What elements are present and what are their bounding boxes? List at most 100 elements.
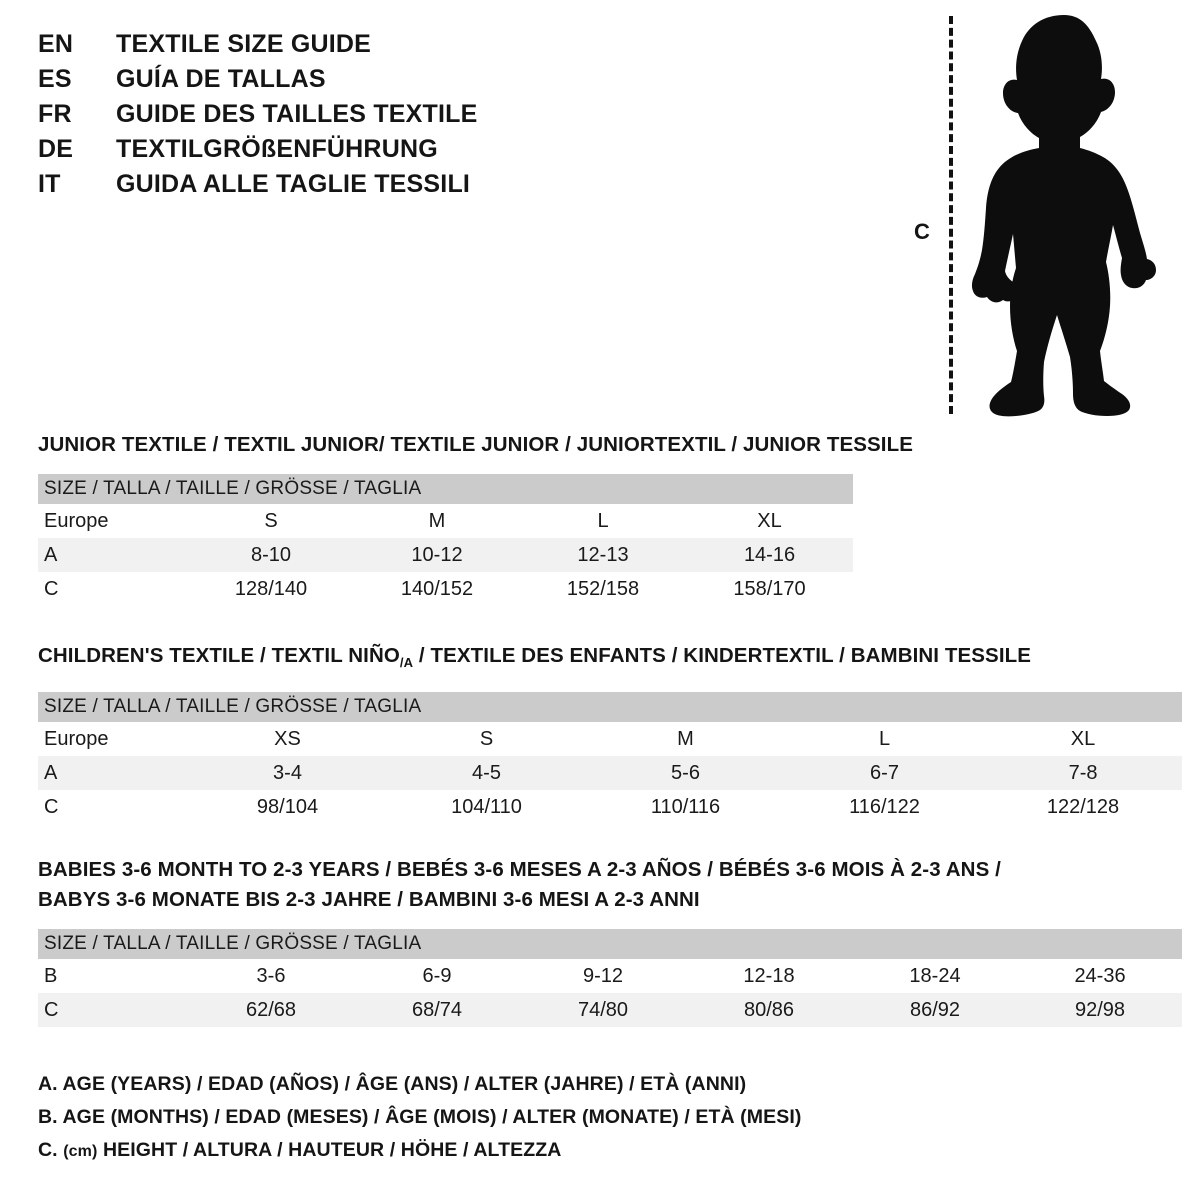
height-measure-label: C — [914, 219, 930, 244]
cell-size: M — [586, 722, 785, 757]
language-title-fr: GUIDE DES TAILLES TEXTILE — [116, 100, 478, 128]
table-row: C 128/140 140/152 152/158 158/170 — [38, 572, 854, 606]
cell-height: 122/128 — [984, 790, 1183, 825]
toddler-silhouette-icon — [971, 15, 1156, 417]
row-label-europe: Europe — [38, 722, 188, 757]
table-babies-textile: SIZE / TALLA / TAILLE / GRÖSSE / TAGLIA … — [38, 929, 1183, 1027]
cell-height: 110/116 — [586, 790, 785, 825]
legend-line-c-unit: (cm) — [63, 1143, 98, 1160]
table-header-bar-label: SIZE / TALLA / TAILLE / GRÖSSE / TAGLIA — [38, 929, 1183, 959]
section-title-junior: JUNIOR TEXTILE / TEXTIL JUNIOR/ TEXTILE … — [38, 433, 913, 456]
cell-height: 104/110 — [387, 790, 586, 825]
cell-months: 12-18 — [686, 959, 852, 993]
cell-age: 8-10 — [188, 538, 354, 572]
cell-age: 3-4 — [188, 756, 387, 791]
cell-age: 12-13 — [520, 538, 686, 572]
table-children-textile: SIZE / TALLA / TAILLE / GRÖSSE / TAGLIA … — [38, 692, 1183, 825]
section-title-babies-line2: BABYS 3-6 MONATE BIS 2-3 JAHRE / BAMBINI… — [38, 888, 700, 911]
table-header-bar-babies: SIZE / TALLA / TAILLE / GRÖSSE / TAGLIA — [38, 929, 1183, 959]
legend-line-c-rest: HEIGHT / ALTURA / HAUTEUR / HÖHE / ALTEZ… — [102, 1139, 562, 1161]
cell-height: 140/152 — [354, 572, 520, 606]
cell-months: 3-6 — [188, 959, 354, 993]
row-label-c: C — [38, 790, 188, 825]
legend-line-c-prefix: C. — [38, 1139, 58, 1161]
cell-months: 18-24 — [852, 959, 1018, 993]
section-title-children-main: CHILDREN'S TEXTILE / TEXTIL NIÑO — [38, 644, 400, 667]
language-row-fr: FR GUIDE DES TAILLES TEXTILE — [38, 100, 598, 135]
table-row: A 8-10 10-12 12-13 14-16 — [38, 538, 854, 572]
cell-age: 6-7 — [785, 756, 984, 791]
language-code-it: IT — [38, 170, 61, 198]
cell-age: 10-12 — [354, 538, 520, 572]
cell-size: XS — [188, 722, 387, 757]
cell-age: 5-6 — [586, 756, 785, 791]
language-row-it: IT GUIDA ALLE TAGLIE TESSILI — [38, 170, 598, 205]
legend-line-a: A. AGE (YEARS) / EDAD (AÑOS) / ÂGE (ANS)… — [38, 1073, 747, 1095]
cell-age: 7-8 — [984, 756, 1183, 791]
table-row: C 62/68 68/74 74/80 80/86 86/92 92/98 — [38, 993, 1183, 1027]
row-label-a: A — [38, 538, 188, 572]
language-title-es: GUÍA DE TALLAS — [116, 65, 326, 93]
section-title-children: CHILDREN'S TEXTILE / TEXTIL NIÑO/A / TEX… — [38, 641, 1182, 678]
language-title-it: GUIDA ALLE TAGLIE TESSILI — [116, 170, 471, 198]
cell-height: 98/104 — [188, 790, 387, 825]
language-code-de: DE — [38, 135, 74, 163]
language-code-fr: FR — [38, 100, 72, 128]
cell-height: 80/86 — [686, 993, 852, 1027]
table-row: Europe S M L XL — [38, 504, 854, 538]
cell-size: S — [188, 504, 354, 538]
legend-line-c: C. (cm) HEIGHT / ALTURA / HAUTEUR / HÖHE… — [38, 1134, 801, 1168]
section-babies-textile: BABIES 3-6 MONTH TO 2-3 YEARS / BEBÉS 3-… — [38, 855, 1183, 1027]
table-junior-textile: SIZE / TALLA / TAILLE / GRÖSSE / TAGLIA … — [38, 474, 854, 606]
cell-size: XL — [686, 504, 854, 538]
cell-height: 152/158 — [520, 572, 686, 606]
language-row-es: ES GUÍA DE TALLAS — [38, 65, 598, 100]
cell-months: 24-36 — [1018, 959, 1183, 993]
language-header-block: EN TEXTILE SIZE GUIDE ES GUÍA DE TALLAS … — [38, 30, 598, 205]
table-header-bar-junior: SIZE / TALLA / TAILLE / GRÖSSE / TAGLIA — [38, 474, 854, 504]
table-header-bar-children: SIZE / TALLA / TAILLE / GRÖSSE / TAGLIA — [38, 692, 1183, 723]
section-title-babies-line1: BABIES 3-6 MONTH TO 2-3 YEARS / BEBÉS 3-… — [38, 858, 1001, 881]
row-label-b: B — [38, 959, 188, 993]
row-label-a: A — [38, 756, 188, 791]
cell-months: 6-9 — [354, 959, 520, 993]
table-row: B 3-6 6-9 9-12 12-18 18-24 24-36 — [38, 959, 1183, 993]
section-junior-textile: JUNIOR TEXTILE / TEXTIL JUNIOR/ TEXTILE … — [38, 430, 913, 606]
cell-size: M — [354, 504, 520, 538]
section-children-textile: CHILDREN'S TEXTILE / TEXTIL NIÑO/A / TEX… — [38, 641, 1183, 825]
language-code-en: EN — [38, 30, 74, 58]
cell-size: L — [520, 504, 686, 538]
cell-size: XL — [984, 722, 1183, 757]
cell-size: L — [785, 722, 984, 757]
cell-months: 9-12 — [520, 959, 686, 993]
table-header-bar-label: SIZE / TALLA / TAILLE / GRÖSSE / TAGLIA — [38, 474, 854, 504]
section-title-children-rest: / TEXTILE DES ENFANTS / KINDERTEXTIL / B… — [413, 644, 1032, 667]
cell-height: 74/80 — [520, 993, 686, 1027]
cell-height: 128/140 — [188, 572, 354, 606]
row-label-europe: Europe — [38, 504, 188, 538]
cell-age: 4-5 — [387, 756, 586, 791]
cell-height: 116/122 — [785, 790, 984, 825]
table-row: C 98/104 104/110 110/116 116/122 122/128 — [38, 790, 1183, 825]
cell-height: 68/74 — [354, 993, 520, 1027]
section-title-children-sub: /A — [399, 655, 414, 671]
cell-height: 158/170 — [686, 572, 854, 606]
language-row-en: EN TEXTILE SIZE GUIDE — [38, 30, 598, 65]
height-figure-area: C — [900, 0, 1180, 430]
row-label-c: C — [38, 572, 188, 606]
height-dashed-line — [949, 16, 953, 414]
language-code-es: ES — [38, 65, 72, 93]
cell-size: S — [387, 722, 586, 757]
row-label-c: C — [38, 993, 188, 1027]
language-row-de: DE TEXTILGRÖßENFÜHRUNG — [38, 135, 598, 170]
language-title-de: TEXTILGRÖßENFÜHRUNG — [116, 135, 438, 163]
cell-height: 62/68 — [188, 993, 354, 1027]
cell-height: 86/92 — [852, 993, 1018, 1027]
legend-line-b: B. AGE (MONTHS) / EDAD (MESES) / ÂGE (MO… — [38, 1106, 802, 1128]
legend-block: A. AGE (YEARS) / EDAD (AÑOS) / ÂGE (ANS)… — [38, 1068, 801, 1168]
table-row: Europe XS S M L XL — [38, 722, 1183, 757]
cell-height: 92/98 — [1018, 993, 1183, 1027]
language-title-en: TEXTILE SIZE GUIDE — [116, 30, 372, 58]
cell-age: 14-16 — [686, 538, 854, 572]
table-row: A 3-4 4-5 5-6 6-7 7-8 — [38, 756, 1183, 791]
